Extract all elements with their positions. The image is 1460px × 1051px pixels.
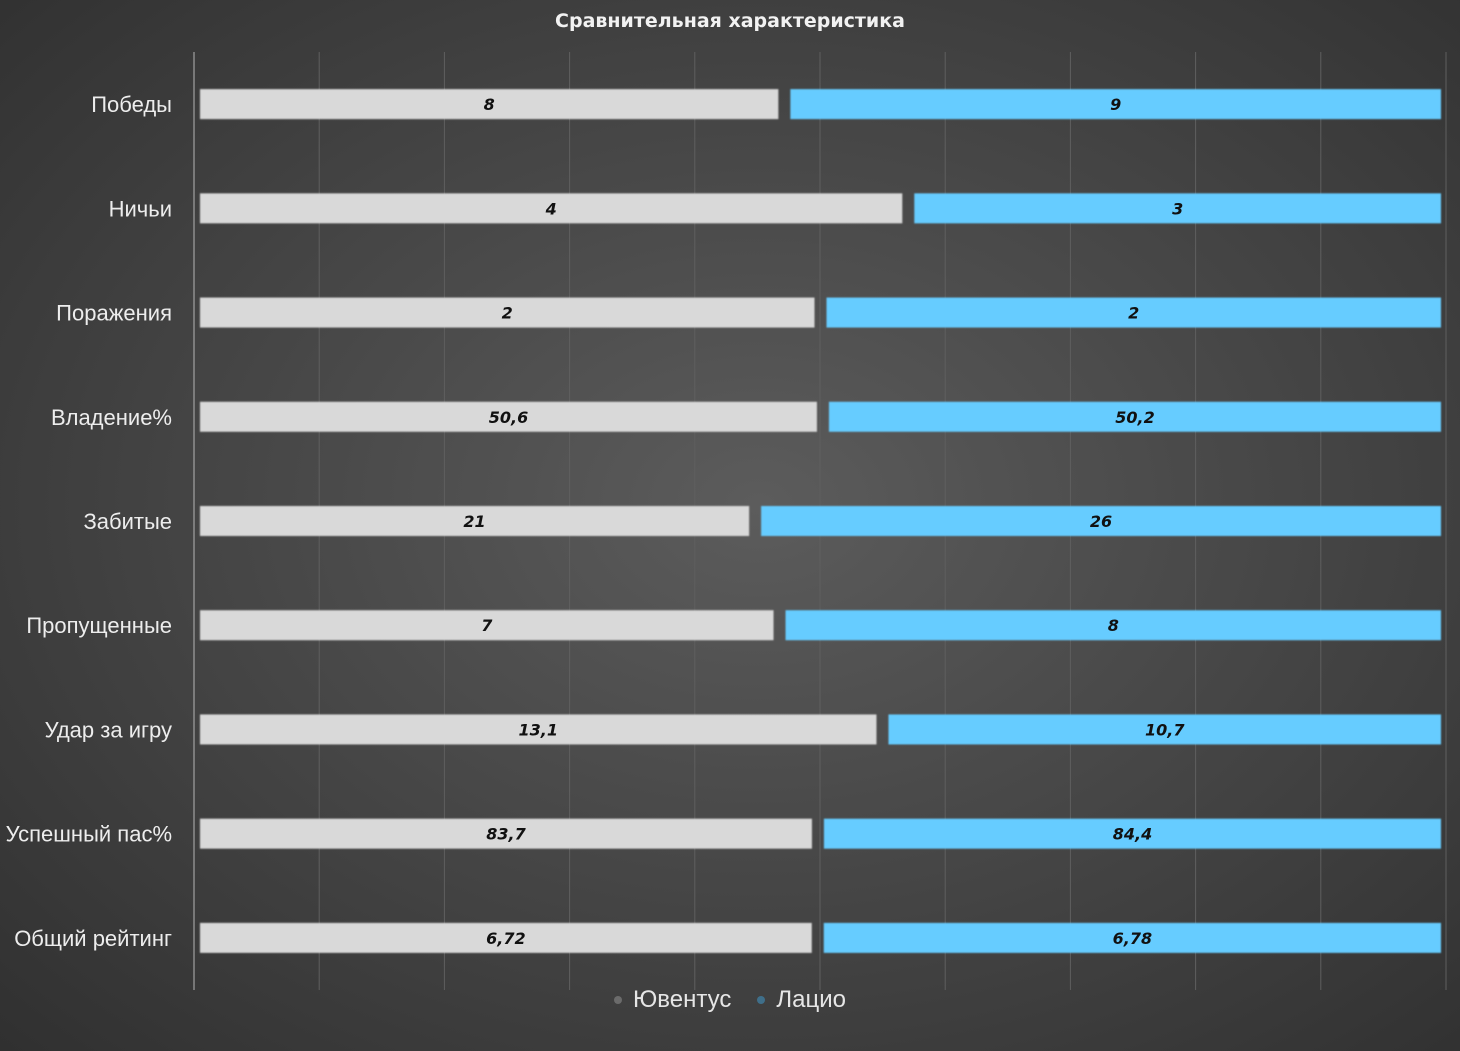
bar-lazio xyxy=(828,401,1441,432)
data-label-lazio: 6,78 xyxy=(1113,929,1152,948)
category-label: Поражения xyxy=(56,301,172,326)
bar-lazio xyxy=(823,818,1441,849)
bar-juventus xyxy=(200,506,750,536)
legend-label-juventus: Ювентус xyxy=(633,986,732,1013)
bar-juventus xyxy=(200,297,815,328)
category-label: Победы xyxy=(91,92,172,117)
category-label: Общий рейтинг xyxy=(14,926,172,951)
data-label-juventus: 50,6 xyxy=(489,408,528,427)
data-label-lazio: 26 xyxy=(1090,512,1112,531)
legend-item-lazio: Лацио xyxy=(757,986,846,1014)
category-label: Удар за игру xyxy=(45,717,172,742)
bar-juventus xyxy=(200,818,812,849)
legend-marker-lazio xyxy=(757,996,766,1004)
legend: Ювентус Лацио xyxy=(0,986,1460,1014)
data-label-juventus: 7 xyxy=(481,616,493,635)
category-label: Ничьи xyxy=(109,196,172,221)
bar-juventus xyxy=(200,922,812,953)
category-label: Успешный пас% xyxy=(6,822,172,847)
category-label: Пропущенные xyxy=(26,613,172,638)
data-label-juventus: 8 xyxy=(484,95,495,114)
bar-lazio xyxy=(914,193,1441,224)
bar-lazio xyxy=(761,506,1441,536)
data-label-juventus: 21 xyxy=(463,512,485,531)
data-label-lazio: 2 xyxy=(1128,304,1139,323)
bar-juventus xyxy=(200,401,817,432)
data-label-lazio: 9 xyxy=(1110,95,1121,114)
data-label-juventus: 83,7 xyxy=(486,825,526,844)
legend-item-juventus: Ювентус xyxy=(614,986,731,1014)
data-label-lazio: 10,7 xyxy=(1145,720,1185,739)
data-label-lazio: 3 xyxy=(1172,199,1183,218)
data-label-lazio: 50,2 xyxy=(1115,408,1154,427)
legend-marker-juventus xyxy=(614,996,623,1004)
data-label-juventus: 13,1 xyxy=(518,720,557,739)
legend-label-lazio: Лацио xyxy=(776,986,846,1013)
bar-juventus xyxy=(200,89,779,120)
data-label-juventus: 4 xyxy=(545,199,557,218)
data-label-lazio: 84,4 xyxy=(1113,825,1152,844)
data-label-juventus: 2 xyxy=(502,304,513,323)
data-label-lazio: 8 xyxy=(1108,616,1119,635)
bar-lazio xyxy=(823,922,1441,953)
bar-lazio xyxy=(785,610,1441,641)
category-label: Владение% xyxy=(51,405,172,430)
category-label: Забитые xyxy=(83,509,172,534)
data-label-juventus: 6,72 xyxy=(486,929,525,948)
bar-juventus xyxy=(200,610,774,641)
bar-lazio xyxy=(888,714,1441,745)
bar-lazio xyxy=(826,297,1441,328)
bar-juventus xyxy=(200,193,903,224)
chart-title: Сравнительная характеристика xyxy=(555,10,905,32)
bar-juventus xyxy=(200,714,877,745)
bar-lazio xyxy=(790,89,1441,120)
